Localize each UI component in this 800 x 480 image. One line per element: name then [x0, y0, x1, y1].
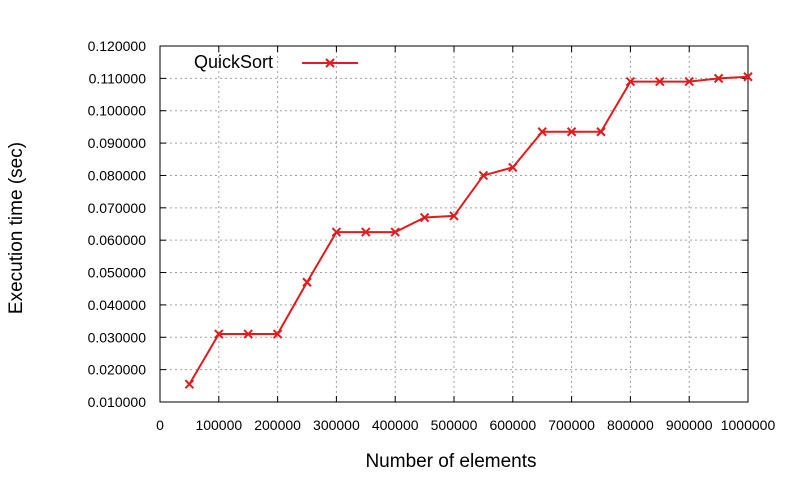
- y-tick-label: 0.020000: [88, 362, 147, 378]
- data-point-stroke: [596, 127, 606, 137]
- data-point: [566, 127, 577, 137]
- data-point-stroke: [214, 329, 224, 339]
- data-point: [596, 127, 606, 137]
- x-axis-title: Number of elements: [365, 451, 536, 472]
- data-point: [214, 329, 224, 339]
- data-point: [390, 227, 400, 237]
- data-point-stroke: [478, 170, 489, 181]
- y-tick-labels: 0.010000 0.020000 0.030000 0.040000 0.050000…: [88, 38, 147, 410]
- data-point: [684, 76, 694, 87]
- data-point-stroke: [508, 162, 518, 173]
- data-point: [537, 127, 547, 137]
- series-line: [188, 75, 749, 385]
- legend-marker: [325, 58, 335, 68]
- x-tick-label: 400000: [372, 417, 419, 433]
- data-point-stroke: [537, 127, 547, 137]
- data-point: [625, 76, 636, 87]
- y-tick-label: 0.100000: [88, 103, 147, 119]
- y-tick-label: 0.090000: [88, 135, 147, 151]
- data-point-stroke: [684, 76, 694, 87]
- data-point-stroke: [302, 277, 312, 287]
- data-point: [743, 72, 753, 82]
- legend-label: QuickSort: [194, 52, 273, 72]
- data-point-stroke: [184, 379, 195, 389]
- y-tick-label: 0.010000: [88, 394, 147, 410]
- x-tick-label: 700000: [548, 417, 595, 433]
- data-point: [713, 73, 724, 84]
- data-point: [478, 170, 489, 181]
- data-point: [302, 277, 312, 287]
- data-point: [272, 329, 283, 339]
- x-tick-label: 900000: [666, 417, 713, 433]
- grid: [160, 46, 748, 402]
- data-point: [331, 227, 342, 237]
- data-point-stroke: [361, 227, 371, 237]
- data-point-stroke: [449, 211, 459, 221]
- x-tick-label: 1000000: [721, 417, 776, 433]
- y-tick-label: 0.070000: [88, 200, 147, 216]
- legend-marker-stroke: [325, 58, 335, 68]
- data-point-stroke: [625, 76, 636, 87]
- data-point: [508, 162, 518, 173]
- series-layer: [184, 72, 753, 389]
- y-tick-label: 0.060000: [88, 232, 147, 248]
- data-point: [655, 76, 665, 87]
- data-point-stroke: [419, 212, 430, 223]
- data-point: [419, 212, 430, 223]
- x-tick-label: 500000: [431, 417, 478, 433]
- x-tick-label: 800000: [607, 417, 654, 433]
- y-tick-label: 0.050000: [88, 265, 147, 281]
- plot-frame: [159, 45, 749, 403]
- x-tick-label: 100000: [195, 417, 242, 433]
- axis-ticks: [159, 45, 749, 403]
- data-point-stroke: [655, 76, 665, 87]
- y-tick-label: 0.110000: [89, 70, 147, 86]
- data-point-stroke: [331, 227, 342, 237]
- data-point-stroke: [390, 227, 400, 237]
- data-point: [449, 211, 459, 221]
- y-tick-label: 0.040000: [88, 297, 147, 313]
- data-point: [361, 227, 371, 237]
- x-tick-label: 0: [156, 417, 164, 433]
- x-tick-label: 200000: [254, 417, 301, 433]
- x-tick-label: 600000: [489, 417, 536, 433]
- data-point-stroke: [566, 127, 577, 137]
- data-point: [184, 379, 195, 389]
- data-point: [243, 329, 253, 339]
- data-point-stroke: [713, 73, 724, 84]
- y-tick-label: 0.120000: [88, 38, 147, 54]
- x-tick-label: 300000: [313, 417, 360, 433]
- data-point-stroke: [243, 329, 253, 339]
- y-tick-label: 0.080000: [88, 167, 147, 183]
- data-point-stroke: [743, 72, 753, 82]
- x-tick-labels: 0 100000 200000 300000 400000 500000 600000 700…: [156, 417, 775, 433]
- y-axis-title: Execution time (sec): [6, 142, 27, 314]
- legend: QuickSort: [194, 52, 358, 72]
- y-tick-label: 0.030000: [88, 329, 147, 345]
- data-point-stroke: [272, 329, 283, 339]
